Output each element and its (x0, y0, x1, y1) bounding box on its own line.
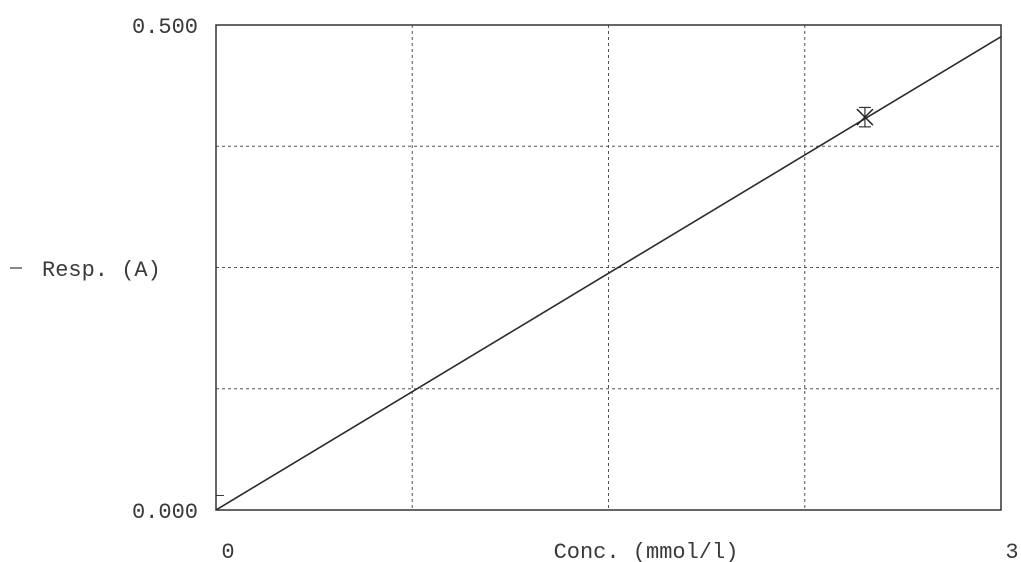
x-axis-label: Conc. (mmol/l) (554, 540, 739, 562)
x-tick-label-left: 0 (221, 540, 234, 562)
y-axis-label: Resp. (A) (42, 258, 161, 283)
measured-point (856, 106, 874, 128)
calibration-line (215, 35, 1002, 511)
grid (216, 24, 1001, 510)
plot-frame (215, 24, 1002, 511)
point-marker-b (856, 108, 874, 126)
x-tick-label-right: 3 (1005, 540, 1018, 562)
y-tick-label-top: 0.500 (132, 15, 198, 40)
y-tick-label-bottom: 0.000 (132, 500, 198, 525)
series (215, 35, 1002, 511)
